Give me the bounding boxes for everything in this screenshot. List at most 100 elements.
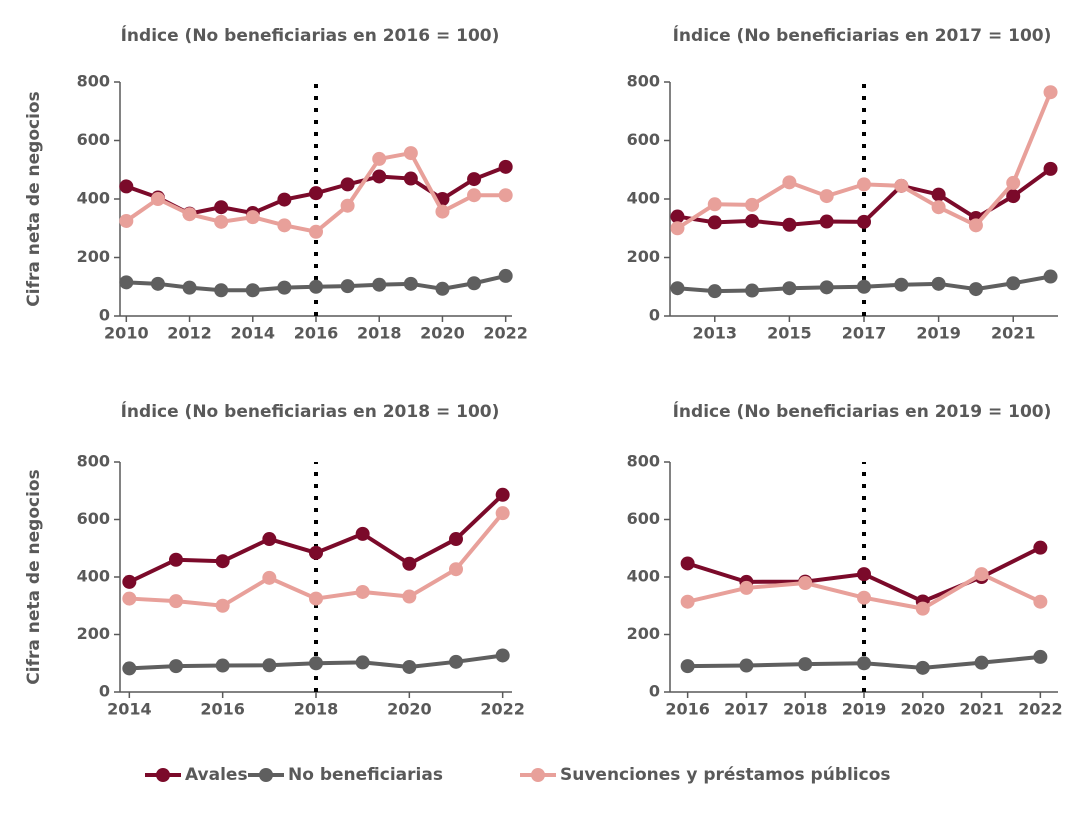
y-tick-label: 400 <box>627 567 660 586</box>
data-point <box>182 280 197 295</box>
data-point <box>372 151 387 166</box>
data-point <box>262 532 277 547</box>
data-point <box>467 188 482 203</box>
data-point <box>782 217 797 232</box>
data-point <box>403 146 418 161</box>
x-tick-label: 2018 <box>294 700 339 719</box>
legend-label: Suvenciones y préstamos públicos <box>560 765 891 785</box>
data-point <box>435 204 450 219</box>
data-point <box>931 276 946 291</box>
data-point <box>122 661 137 676</box>
data-point <box>968 218 983 233</box>
y-tick-label: 400 <box>77 189 110 208</box>
data-point <box>449 532 463 547</box>
data-point <box>857 214 871 229</box>
data-point <box>745 213 760 228</box>
data-point <box>745 197 760 212</box>
data-point <box>974 655 989 670</box>
x-tick-label: 2014 <box>107 700 152 719</box>
data-point <box>309 186 323 201</box>
y-tick-label: 200 <box>77 247 110 266</box>
data-point <box>215 554 230 569</box>
data-point <box>119 275 134 290</box>
y-tick-label: 600 <box>627 130 660 149</box>
y-tick-label: 600 <box>627 509 660 528</box>
data-point <box>169 552 183 567</box>
x-tick-label: 2017 <box>842 324 887 343</box>
data-point <box>467 172 482 187</box>
data-point <box>309 224 323 239</box>
data-point <box>931 187 946 202</box>
data-point <box>355 526 370 541</box>
y-tick-label: 800 <box>77 72 110 91</box>
y-axis-label: Cifra neta de negocios <box>24 469 44 684</box>
data-point <box>309 656 323 671</box>
y-tick-label: 200 <box>627 624 660 643</box>
data-point <box>707 284 722 299</box>
x-tick-label: 2016 <box>200 700 245 719</box>
data-point <box>214 200 229 215</box>
data-point <box>182 207 197 222</box>
legend-label: Avales <box>185 765 248 785</box>
data-point <box>403 171 418 186</box>
data-point <box>680 594 695 609</box>
data-point <box>782 175 797 190</box>
data-point <box>309 591 323 606</box>
data-point <box>277 280 292 295</box>
x-tick-label: 2020 <box>420 324 465 343</box>
x-tick-label: 2022 <box>483 324 528 343</box>
chart-title: Índice (No beneficiarias en 2018 = 100) <box>121 400 500 422</box>
data-point <box>340 177 355 192</box>
data-point <box>169 594 183 609</box>
data-point <box>403 276 418 291</box>
data-point <box>680 659 695 674</box>
x-tick-label: 2016 <box>665 700 710 719</box>
data-point <box>1006 175 1021 190</box>
data-point <box>119 213 134 228</box>
data-point <box>245 283 260 298</box>
x-tick-label: 2019 <box>916 324 961 343</box>
data-point <box>857 177 871 192</box>
data-point <box>798 576 813 591</box>
data-point <box>857 279 871 294</box>
data-point <box>340 279 355 294</box>
y-tick-label: 600 <box>77 130 110 149</box>
data-point <box>782 281 797 296</box>
data-point <box>262 570 277 585</box>
chart-title: Índice (No beneficiarias en 2016 = 100) <box>121 24 500 46</box>
y-axis-label: Cifra neta de negocios <box>24 91 44 306</box>
y-tick-label: 200 <box>627 247 660 266</box>
data-point <box>974 567 989 582</box>
data-point <box>277 218 292 233</box>
legend-marker <box>531 768 545 782</box>
y-tick-label: 600 <box>77 509 110 528</box>
x-tick-label: 2018 <box>783 700 828 719</box>
y-tick-label: 200 <box>77 624 110 643</box>
data-point <box>262 658 277 673</box>
x-tick-label: 2013 <box>693 324 738 343</box>
data-point <box>1043 161 1058 176</box>
y-tick-label: 400 <box>627 189 660 208</box>
data-point <box>215 598 230 613</box>
data-point <box>355 655 370 670</box>
data-point <box>467 276 482 291</box>
data-point <box>1033 594 1048 609</box>
data-point <box>169 659 183 674</box>
x-tick-label: 2014 <box>231 324 276 343</box>
data-point <box>707 215 722 230</box>
data-point <box>150 192 165 206</box>
x-tick-label: 2020 <box>901 700 946 719</box>
data-point <box>915 660 930 675</box>
data-point <box>215 658 230 673</box>
data-point <box>1043 85 1058 100</box>
data-point <box>355 584 370 599</box>
data-point <box>449 654 463 669</box>
data-point <box>894 277 909 292</box>
data-point <box>309 279 323 294</box>
data-point <box>915 601 930 616</box>
data-point <box>739 580 754 595</box>
x-tick-label: 2020 <box>387 700 432 719</box>
data-point <box>1033 649 1048 664</box>
data-point <box>968 282 983 297</box>
data-point <box>1006 276 1021 291</box>
